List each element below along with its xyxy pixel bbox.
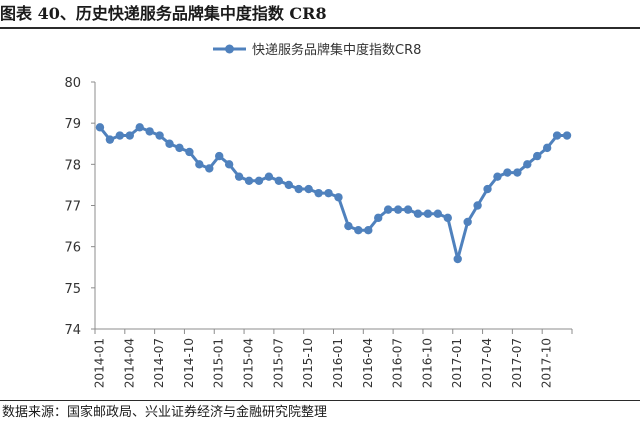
- data-point: [383, 205, 393, 214]
- data-point: [364, 226, 373, 235]
- x-tick-label: 2017-10: [540, 338, 554, 388]
- x-tick-label: 2014-01: [92, 338, 106, 388]
- x-tick-label: 2014-04: [122, 338, 136, 388]
- data-point: [195, 160, 204, 169]
- data-point: [393, 205, 403, 214]
- x-tick-label: 2015-04: [242, 338, 256, 388]
- data-point: [542, 143, 552, 153]
- data-point: [483, 184, 492, 194]
- x-tick-label: 2016-07: [391, 338, 405, 388]
- data-point: [334, 193, 343, 202]
- title-rule: [0, 27, 640, 29]
- data-point: [125, 131, 134, 140]
- data-point: [224, 160, 234, 169]
- data-point: [314, 188, 323, 198]
- data-point: [95, 123, 105, 132]
- data-point: [423, 209, 433, 218]
- data-point: [155, 131, 164, 140]
- source-note: 数据来源：国家邮政局、兴业证券经济与金融研究院整理: [2, 405, 328, 420]
- legend-marker: [225, 44, 234, 54]
- x-tick-label: 2017-07: [510, 338, 524, 388]
- data-point: [185, 147, 194, 157]
- x-tick-label: 2016-01: [331, 338, 345, 388]
- data-point: [244, 176, 254, 185]
- data-point: [105, 135, 115, 144]
- data-point: [443, 213, 452, 223]
- data-point: [473, 201, 482, 210]
- data-point: [503, 168, 512, 177]
- data-point: [165, 139, 174, 148]
- data-point: [493, 172, 502, 181]
- data-point: [175, 143, 184, 153]
- y-tick-label: 77: [64, 200, 81, 215]
- data-point: [234, 172, 244, 181]
- data-point: [205, 164, 214, 173]
- data-point: [513, 168, 522, 177]
- x-tick-label: 2017-01: [450, 338, 464, 388]
- y-tick-label: 75: [64, 282, 81, 297]
- data-point: [304, 184, 313, 194]
- data-point: [215, 151, 224, 161]
- x-tick-label: 2015-07: [271, 338, 285, 388]
- x-tick-label: 2017-04: [480, 338, 494, 388]
- data-point: [135, 123, 144, 132]
- data-point: [354, 226, 363, 235]
- x-tick-label: 2015-01: [212, 338, 226, 388]
- bottom-rule: [0, 400, 640, 401]
- data-point: [264, 172, 274, 181]
- data-point: [453, 254, 462, 264]
- y-tick-label: 80: [64, 76, 81, 91]
- data-point: [284, 180, 293, 190]
- data-point: [115, 131, 125, 140]
- x-tick-label: 2014-07: [152, 338, 166, 388]
- y-tick-label: 79: [64, 117, 81, 132]
- data-point: [533, 151, 542, 161]
- data-point: [413, 209, 423, 218]
- data-point: [344, 221, 353, 231]
- data-point: [254, 176, 264, 185]
- x-tick-label: 2014-10: [182, 338, 196, 388]
- data-point: [274, 176, 284, 185]
- y-tick-label: 76: [64, 241, 81, 256]
- data-point: [324, 188, 333, 198]
- data-point: [552, 131, 562, 140]
- data-point: [294, 184, 303, 194]
- legend-label: 快递服务品牌集中度指数CR8: [252, 42, 421, 58]
- data-point: [562, 131, 572, 140]
- data-point: [145, 127, 154, 136]
- data-point: [403, 205, 413, 214]
- x-tick-label: 2015-10: [301, 338, 315, 388]
- figure-title: 图表 40、历史快递服务品牌集中度指数 CR8: [0, 4, 327, 23]
- data-point: [374, 213, 383, 223]
- y-tick-label: 78: [64, 158, 81, 173]
- x-tick-label: 2016-04: [361, 338, 375, 388]
- data-point: [523, 160, 532, 169]
- x-tick-label: 2016-10: [420, 338, 434, 388]
- y-tick-label: 74: [64, 323, 81, 338]
- data-point: [463, 217, 472, 227]
- data-point: [433, 209, 443, 218]
